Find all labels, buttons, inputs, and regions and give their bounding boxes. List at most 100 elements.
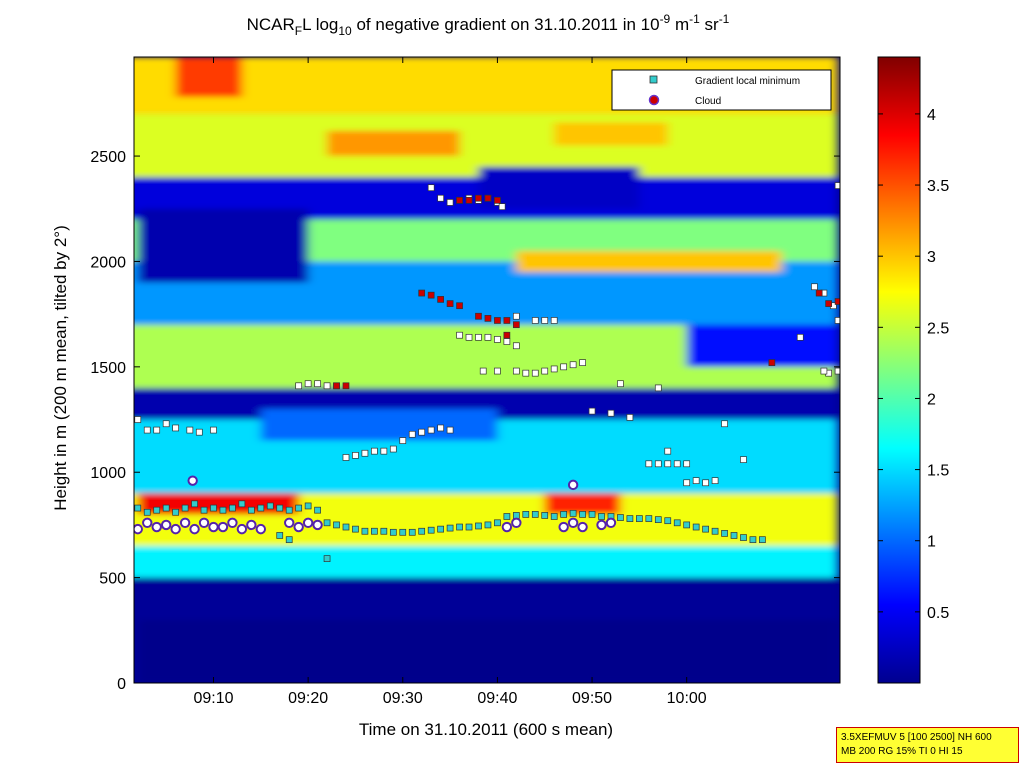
heatmap-cell (516, 250, 782, 272)
cloud-point (255, 523, 267, 535)
chart-title: NCARFL log10 of negative gradient on 31.… (247, 12, 730, 38)
y-tick-label: 1000 (90, 465, 126, 482)
cloud-point (475, 194, 482, 202)
gradient-minimum-point (654, 516, 662, 523)
cloud-point (815, 289, 823, 297)
cloud-point (151, 521, 162, 533)
cloud-point (418, 289, 426, 297)
gradient-minimum-point (531, 369, 539, 377)
gradient-minimum-point (617, 380, 624, 388)
cloud-point (437, 296, 444, 303)
colorbar-tick-label: 3 (927, 249, 936, 266)
gradient-minimum-point (626, 515, 634, 522)
heatmap-cell (137, 493, 299, 515)
gradient-minimum-point (512, 312, 520, 320)
gradient-minimum-point (153, 426, 161, 434)
gradient-minimum-point (645, 515, 653, 522)
gradient-minimum-point (503, 513, 511, 520)
gradient-minimum-point (820, 367, 828, 375)
gradient-minimum-point (371, 527, 378, 535)
gradient-minimum-point (323, 519, 331, 527)
cloud-point (465, 196, 473, 204)
gradient-minimum-point (721, 530, 728, 537)
gradient-minimum-point (579, 359, 586, 366)
plot-frame (133, 56, 841, 684)
gradient-minimum-point (342, 454, 350, 461)
gradient-minimum-point (210, 426, 217, 434)
gradient-minimum-point (134, 504, 142, 512)
heatmap-cell (137, 619, 839, 683)
gradient-minimum-point (626, 414, 634, 421)
cloud-point (302, 517, 314, 529)
legend-marker-gradient-minimum (649, 75, 658, 84)
cloud-point (187, 475, 198, 486)
gradient-minimum-point (257, 504, 265, 512)
y-tick-label: 1500 (90, 360, 126, 377)
legend: Gradient local minimum Cloud (611, 69, 832, 111)
gradient-minimum-point (134, 416, 142, 423)
gradient-minimum-point (569, 509, 577, 517)
heatmap-cell (137, 208, 309, 283)
gradient-minimum-point (664, 460, 672, 468)
gradient-minimum-point (172, 424, 179, 432)
gradient-minimum-point (304, 502, 312, 510)
gradient-minimum-point (238, 500, 246, 508)
gradient-minimum-point (143, 508, 151, 516)
gradient-minimum-point (418, 428, 426, 436)
cloud-point (456, 302, 463, 310)
colorbar-ticks: 0.5 1 1.5 2 2.5 3 3.5 4 (878, 107, 949, 622)
gradient-minimum-point (380, 447, 388, 455)
gradient-minimum-point (683, 460, 691, 468)
gradient-minimum-point (522, 369, 530, 377)
cloud-point (577, 521, 588, 533)
gradient-minimum-point (692, 477, 700, 485)
gradient-minimum-point (162, 504, 170, 512)
gradient-minimum-point (702, 525, 709, 533)
heatmap-cell (554, 122, 668, 146)
heatmap-cell (686, 324, 839, 367)
heatmap-field (134, 57, 839, 683)
gradient-minimum-point (314, 380, 321, 388)
gradient-minimum-point (683, 479, 691, 487)
gradient-minimum-point (446, 524, 454, 532)
cloud-point (503, 331, 511, 339)
gradient-minimum-point (314, 506, 321, 514)
gradient-minimum-point (636, 515, 643, 522)
gradient-minimum-point (512, 342, 520, 350)
cloud-point (511, 517, 522, 529)
gradient-minimum-point (475, 333, 482, 341)
cloud-point (567, 517, 579, 529)
colorbar-tick-label: 1.5 (927, 463, 949, 480)
heatmap-cell (134, 545, 839, 578)
gradient-minimum-point (389, 445, 397, 453)
gradient-minimum-point (143, 426, 151, 434)
cloud-point (512, 321, 520, 329)
gradient-minimum-point (465, 333, 473, 341)
gradient-minimum-point (285, 536, 293, 544)
y-axis: 0 500 1000 1500 2000 2500 (90, 149, 840, 693)
cloud-point (494, 196, 501, 204)
gradient-minimum-point (333, 521, 340, 529)
cloud-point (170, 523, 181, 535)
gradient-minimum-point (446, 426, 454, 434)
gradient-minimum-point (456, 523, 463, 531)
gradient-minimum-point (796, 333, 804, 341)
gradient-minimum-point (361, 449, 369, 457)
gradient-minimum-point (550, 317, 558, 324)
y-axis-label: Height in m (200 m mean, tilted by 2°) (51, 225, 70, 511)
gradient-minimum-point (186, 426, 194, 434)
cloud-point (160, 519, 172, 531)
heatmap-cell (327, 130, 460, 157)
cloud-point (189, 523, 200, 535)
cloud-point (605, 517, 617, 529)
gradient-minimum-point (295, 382, 303, 390)
cloud-point (558, 521, 569, 533)
cloud-point (342, 382, 350, 390)
gradient-minimum-point (399, 528, 407, 536)
cloud-point (134, 523, 143, 535)
gradient-minimum-point (531, 511, 539, 518)
colorbar-tick-label: 3.5 (927, 178, 949, 195)
gradient-minimum-point (181, 504, 189, 512)
cloud-point (293, 521, 304, 533)
